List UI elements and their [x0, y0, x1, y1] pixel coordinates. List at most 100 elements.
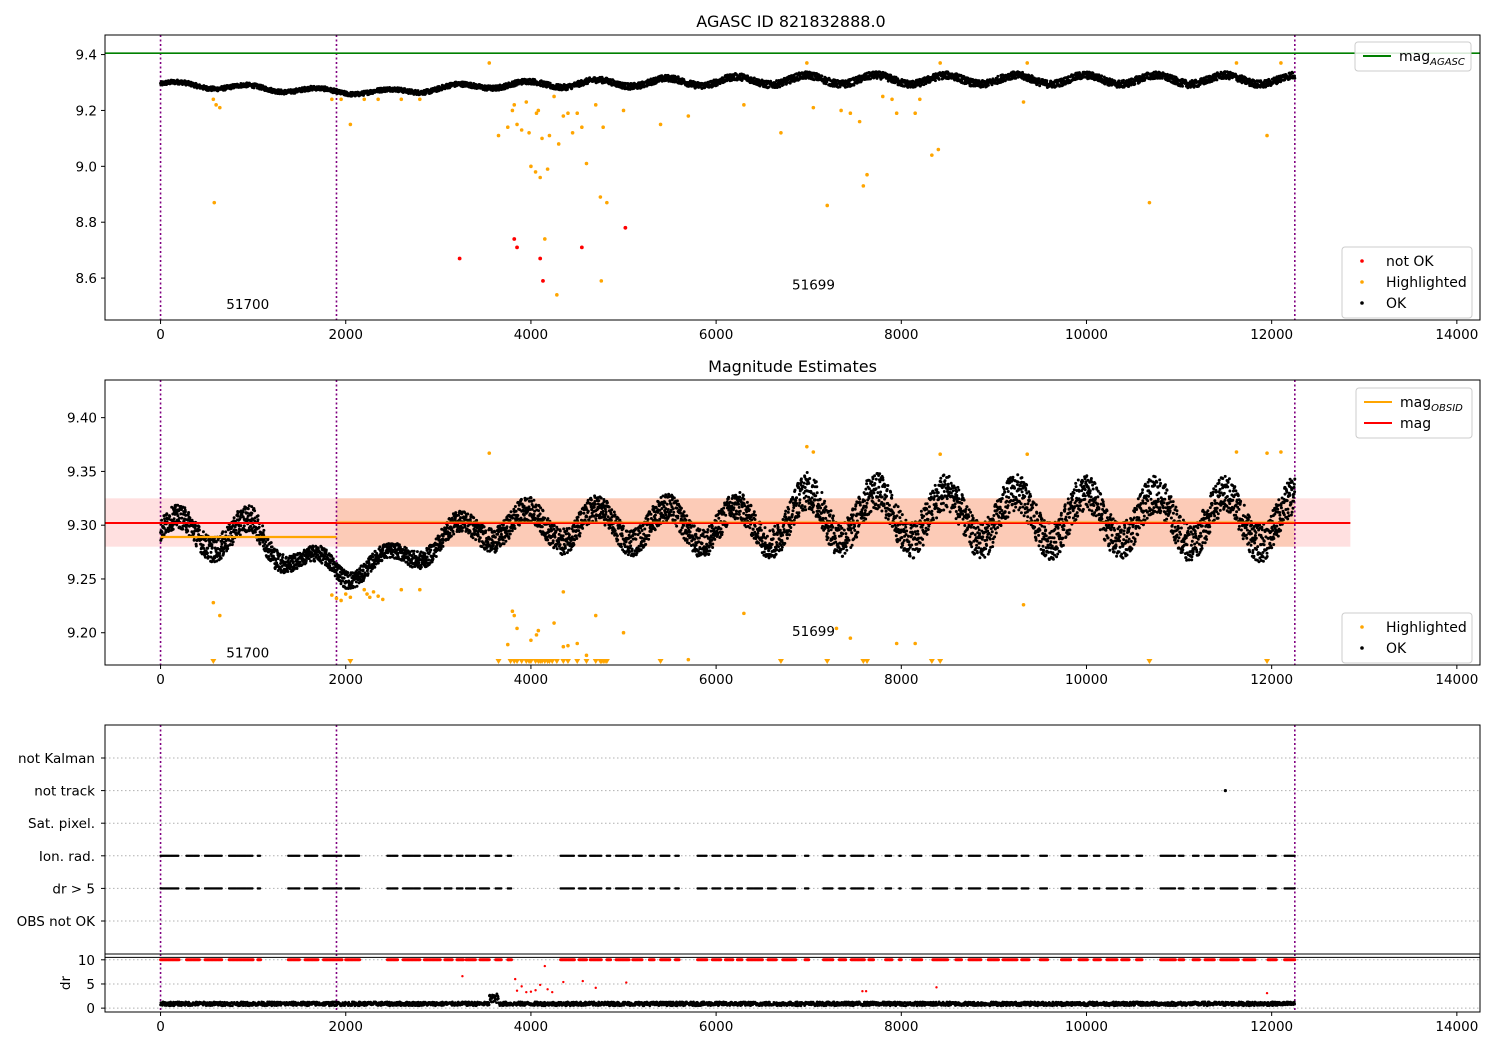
ok-point [261, 524, 265, 528]
highlighted-point [536, 108, 541, 113]
highlighted-point [930, 153, 934, 157]
highlighted-point [605, 200, 609, 205]
highlighted-point [593, 103, 598, 107]
ok-point [239, 524, 243, 528]
highlighted-point [519, 128, 524, 132]
highlighted-point [543, 237, 547, 241]
ok-point [201, 530, 205, 534]
ok-point [221, 530, 225, 534]
x-tick-label: 8000 [884, 327, 918, 343]
ok-point [820, 74, 824, 78]
ok-point [339, 582, 343, 586]
x-tick-label: 6000 [699, 327, 733, 343]
ok-point [183, 510, 187, 514]
ok-points [159, 70, 1297, 98]
highlighted-point [1265, 133, 1269, 138]
ok-point [1045, 79, 1049, 83]
highlighted-point [487, 61, 492, 65]
x-tick-label: 4000 [514, 327, 548, 343]
ok-point [172, 517, 176, 521]
highlighted-point [936, 147, 941, 152]
ok-point [241, 510, 245, 514]
ok-point [1100, 74, 1104, 78]
ok-point [256, 518, 260, 522]
x-tick-label: 12000 [1250, 327, 1293, 343]
ok-point [324, 548, 328, 552]
ok-point [256, 514, 260, 518]
highlighted-point [496, 133, 501, 138]
highlighted-point [742, 103, 746, 107]
ok-point [224, 530, 228, 534]
ok-point [267, 555, 271, 558]
ok-point [210, 546, 214, 549]
ok-point [269, 541, 273, 545]
ok-point [385, 556, 389, 560]
ok-point [320, 561, 324, 565]
highlighted-point [348, 122, 353, 127]
legend-subscript: AGASC [1429, 57, 1465, 68]
ok-point [469, 81, 473, 85]
ok-point [1037, 77, 1041, 81]
x-tick-label: 10000 [1065, 327, 1108, 343]
highlighted-point [212, 200, 217, 205]
y-tick-label: 8.8 [76, 215, 97, 231]
highlighted-point [211, 97, 216, 102]
not-ok-point [512, 237, 517, 241]
ok-point [1181, 84, 1184, 88]
ok-point [295, 567, 299, 570]
highlighted-point [913, 111, 917, 116]
ok-point [204, 539, 208, 543]
ok-point [206, 555, 210, 558]
y-tick-label: 9.0 [76, 159, 97, 175]
ok-point [226, 547, 230, 551]
ok-point [1293, 76, 1297, 80]
highlighted-point [658, 122, 663, 127]
highlighted-point [362, 97, 367, 102]
highlighted-point [1021, 100, 1026, 104]
highlighted-point [938, 61, 942, 65]
ok-point [218, 552, 222, 556]
x-tick-label: 14000 [1435, 327, 1478, 343]
ok-point [231, 540, 235, 544]
highlighted-point [540, 136, 544, 141]
ok-point [767, 85, 771, 89]
highlighted-point [505, 125, 510, 130]
ok-point [1117, 79, 1121, 83]
ok-point [313, 559, 317, 563]
highlighted-point [686, 114, 691, 118]
ok-point [937, 77, 941, 81]
ok-point [289, 563, 293, 567]
highlighted-point [561, 114, 566, 118]
highlighted-point [552, 94, 556, 99]
highlighted-point [538, 175, 542, 180]
highlighted-point [418, 97, 422, 102]
legend-label: OK [1386, 296, 1407, 312]
not-ok-point [623, 225, 628, 230]
ok-point [986, 83, 990, 87]
ok-point [160, 518, 164, 522]
ok-point [1215, 78, 1219, 82]
highlighted-point [918, 97, 922, 102]
ok-point [223, 542, 227, 546]
highlighted-point [515, 122, 519, 127]
ok-point [222, 550, 226, 554]
highlighted-point [894, 111, 899, 116]
ok-point [933, 79, 937, 83]
highlighted-point [512, 103, 517, 107]
legend-label: not OK [1386, 254, 1434, 270]
not-ok-point [579, 245, 584, 250]
highlighted-point [811, 105, 816, 110]
highlighted-point [601, 125, 605, 130]
ok-point [194, 524, 198, 528]
ok-point [378, 545, 382, 549]
ok-point [1291, 71, 1295, 75]
y-tick-label: 9.20 [67, 626, 97, 642]
highlighted-point [839, 108, 843, 113]
ok-point [570, 86, 574, 90]
ok-point [331, 557, 335, 561]
ok-point [366, 572, 370, 576]
x-tick-label: 0 [156, 327, 165, 343]
highlighted-point [1147, 200, 1152, 205]
